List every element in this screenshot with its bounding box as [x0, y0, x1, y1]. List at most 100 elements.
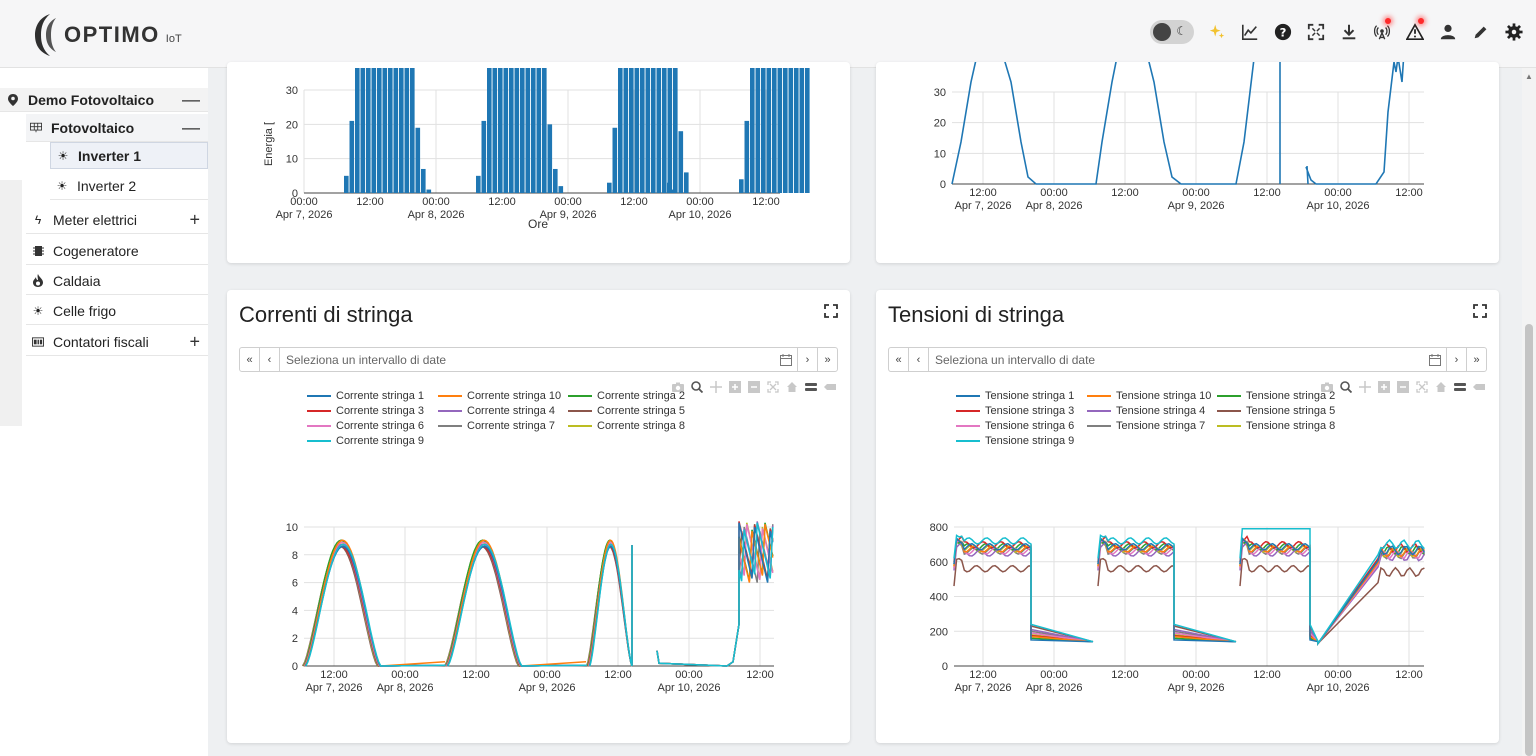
download-button[interactable]	[1332, 17, 1365, 47]
bar[interactable]	[536, 68, 542, 193]
series-line[interactable]	[305, 522, 774, 667]
bar[interactable]	[410, 68, 415, 193]
bar[interactable]	[520, 68, 525, 193]
theme-toggle[interactable]: ☾	[1150, 20, 1194, 44]
bar[interactable]	[382, 68, 388, 193]
bar[interactable]	[612, 127, 618, 193]
bar[interactable]	[355, 68, 360, 193]
bar[interactable]	[525, 68, 531, 193]
spike-lines-icon[interactable]	[805, 380, 817, 392]
legend-item[interactable]: Tensione stringa 6	[956, 420, 1074, 432]
next-page-button[interactable]: ›	[797, 348, 817, 371]
legend-item[interactable]: Corrente stringa 5	[568, 405, 685, 417]
bar[interactable]	[393, 68, 399, 193]
last-page-button[interactable]: »	[817, 348, 837, 371]
bar[interactable]	[777, 68, 783, 193]
bar[interactable]	[766, 68, 772, 193]
series-line[interactable]	[951, 62, 1405, 185]
legend-item[interactable]: Tensione stringa 4	[1087, 405, 1205, 417]
date-range-input[interactable]: Seleziona un intervallo di date	[286, 352, 447, 367]
bar[interactable]	[667, 68, 673, 193]
bar[interactable]	[739, 179, 744, 193]
bar[interactable]	[404, 68, 410, 193]
expand-icon[interactable]: +	[189, 209, 200, 229]
collapse-icon[interactable]: —	[182, 117, 200, 137]
bar[interactable]	[662, 68, 667, 193]
expand-icon[interactable]	[824, 304, 838, 318]
collapse-icon[interactable]: —	[182, 89, 200, 109]
sidebar-item-demo-fotovoltaico[interactable]: Demo Fotovoltaico —	[0, 88, 208, 112]
prev-page-button[interactable]: ‹	[260, 348, 280, 371]
bar[interactable]	[618, 68, 623, 193]
bar[interactable]	[426, 189, 432, 193]
bar[interactable]	[788, 68, 794, 193]
bar[interactable]	[388, 68, 393, 193]
help-button[interactable]: ?	[1266, 17, 1299, 47]
bar[interactable]	[772, 68, 777, 193]
first-page-button[interactable]: «	[240, 348, 260, 371]
sidebar-item-caldaia[interactable]: Caldaia	[26, 267, 208, 295]
sidebar-item-meter-elettrici[interactable]: ϟ Meter elettrici +	[26, 206, 208, 234]
legend-item[interactable]: Corrente stringa 10	[438, 390, 561, 402]
bar[interactable]	[415, 127, 421, 193]
bar[interactable]	[750, 68, 755, 193]
legend-item[interactable]: Corrente stringa 1	[307, 390, 424, 402]
bar[interactable]	[553, 168, 558, 193]
bar[interactable]	[640, 68, 645, 193]
legend-item[interactable]: Tensione stringa 3	[956, 405, 1074, 417]
legend-item[interactable]: Corrente stringa 7	[438, 420, 555, 432]
bar[interactable]	[651, 68, 656, 193]
zoom-in-icon[interactable]	[729, 380, 741, 393]
series-line[interactable]	[303, 521, 774, 667]
spike-lines-icon[interactable]	[1454, 380, 1466, 392]
sidebar-item-celle-frigo[interactable]: ☀ Celle frigo	[26, 297, 208, 325]
bar[interactable]	[531, 68, 536, 193]
bar[interactable]	[377, 68, 382, 193]
bar[interactable]	[344, 175, 349, 193]
bar[interactable]	[755, 68, 761, 193]
bar[interactable]	[498, 68, 503, 193]
bar[interactable]	[360, 68, 366, 193]
page-scrollbar[interactable]: ▲	[1522, 68, 1536, 756]
legend-item[interactable]: Tensione stringa 2	[1217, 390, 1335, 402]
first-page-button[interactable]: «	[889, 348, 909, 371]
bar[interactable]	[481, 120, 487, 193]
series-line[interactable]	[953, 536, 1426, 646]
bar[interactable]	[542, 68, 547, 193]
fullscreen-button[interactable]	[1299, 17, 1332, 47]
bar[interactable]	[799, 68, 805, 193]
prev-page-button[interactable]: ‹	[909, 348, 929, 371]
bar[interactable]	[547, 124, 553, 193]
bar[interactable]	[349, 120, 355, 193]
series-line[interactable]	[953, 527, 1425, 646]
zoom-icon[interactable]	[691, 380, 704, 394]
edit-button[interactable]	[1464, 17, 1497, 47]
analytics-button[interactable]	[1233, 17, 1266, 47]
sidebar-item-contatori-fiscali[interactable]: Contatori fiscali +	[26, 328, 208, 356]
hover-compare-icon[interactable]	[824, 380, 836, 392]
legend-item[interactable]: Tensione stringa 7	[1087, 420, 1205, 432]
autoscale-icon[interactable]	[1416, 380, 1428, 393]
legend-item[interactable]: Corrente stringa 4	[438, 405, 555, 417]
legend-item[interactable]: Corrente stringa 3	[307, 405, 424, 417]
series-line[interactable]	[953, 557, 1425, 646]
bar[interactable]	[476, 175, 481, 193]
bar[interactable]	[399, 68, 404, 193]
bar[interactable]	[673, 68, 678, 193]
sidebar-item-inverter-1[interactable]: ☀ Inverter 1	[50, 142, 208, 169]
bar[interactable]	[656, 68, 662, 193]
series-line[interactable]	[304, 522, 774, 667]
next-page-button[interactable]: ›	[1446, 348, 1466, 371]
camera-icon[interactable]	[1321, 380, 1333, 392]
legend-item[interactable]: Corrente stringa 6	[307, 420, 424, 432]
settings-button[interactable]	[1497, 17, 1530, 47]
user-button[interactable]	[1431, 17, 1464, 47]
bar[interactable]	[509, 68, 514, 193]
home-icon[interactable]	[1435, 380, 1447, 392]
bar[interactable]	[487, 68, 492, 193]
sparkles-button[interactable]	[1200, 17, 1233, 47]
sidebar-item-fotovoltaico[interactable]: Fotovoltaico —	[26, 114, 208, 142]
app-logo[interactable]: OPTIMO IoT	[34, 12, 182, 58]
series-line[interactable]	[304, 524, 774, 667]
sidebar-item-inverter-2[interactable]: ☀ Inverter 2	[50, 172, 208, 200]
